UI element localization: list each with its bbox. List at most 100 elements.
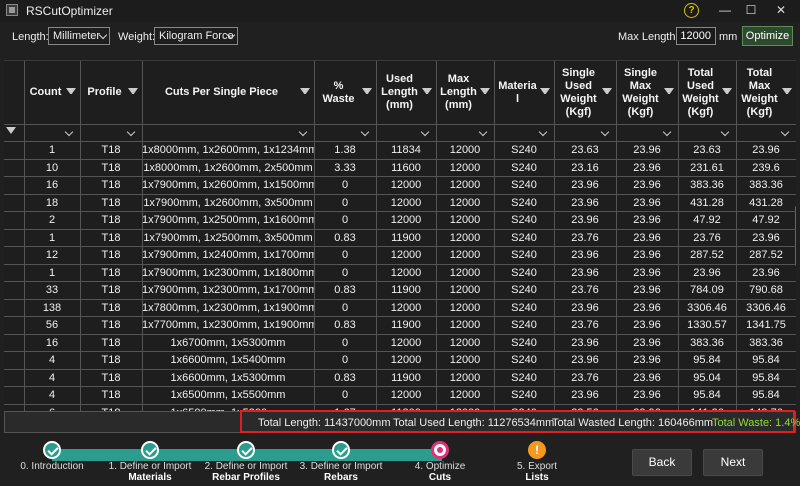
chevron-down-icon[interactable] [780,127,790,137]
results-table: Count Profile Cuts Per Single Piece % Waste… [4,60,796,411]
check-icon[interactable] [141,441,159,459]
cell-count: 4 [48,371,56,384]
cell-profile: T18 [101,144,121,156]
table-row[interactable]: 18 T18 1x7900mm, 1x2600mm, 3x500mm 0 12000 12… [4,195,796,213]
table-row[interactable]: 138 T18 1x7800mm, 1x2300mm, 1x1900mm 0 12000… [4,300,796,318]
step-label[interactable]: 4. Optimize Cuts [395,461,485,483]
vertical-scrollbar[interactable] [795,206,796,266]
table-row[interactable]: 33 T18 1x7900mm, 1x2300mm, 1x1700mm 0.83 119… [4,282,796,300]
table-row[interactable]: 1 T18 1x7900mm, 1x2500mm, 3x500mm 0.83 11900… [4,230,796,248]
column-header-count[interactable]: Count [25,61,80,124]
column-header-total-max-weight[interactable]: Total Max Weight (Kgf) [737,61,796,124]
table-row[interactable]: 4 T18 1x6500mm, 1x5500mm 0 12000 12000 S240 23.… [4,387,796,405]
step-subtitle: Materials [128,472,172,483]
cell-single-used-weight: 23.96 [571,354,599,366]
column-header-cuts[interactable]: Cuts Per Single Piece [143,61,314,124]
filter-icon[interactable] [540,88,550,100]
row-divider [4,333,796,335]
column-single-max-weight: Single Max Weight (Kgf) [616,61,678,411]
check-icon[interactable] [237,441,255,459]
table-row[interactable]: 16 T18 1x7900mm, 1x2600mm, 1x1500mm 0 12000 1… [4,177,796,195]
step-label[interactable]: 0. Introduction [7,461,97,472]
chevron-down-icon[interactable] [538,127,548,137]
table-row[interactable]: 6T181x6500mm, 1x5300mm1.671180012000S240… [4,405,796,412]
cell-profile: T18 [101,179,121,191]
column-header-profile[interactable]: Profile [81,61,142,124]
table-row[interactable]: 2 T18 1x7900mm, 1x2500mm, 1x1600mm 0 12000 12… [4,212,796,230]
filter-icon[interactable] [422,88,432,100]
cell-single-used-weight: 23.96 [571,336,599,349]
cell-max-length: 12000 [436,405,494,412]
table-row[interactable]: 56 T18 1x7700mm, 1x2300mm, 1x1900mm 0.83 119… [4,317,796,335]
check-icon[interactable] [332,441,350,459]
filter-icon[interactable] [66,88,76,100]
column-profile: Profile [80,61,142,411]
filter-icon[interactable] [722,88,732,100]
chevron-down-icon[interactable] [720,127,730,137]
table-row[interactable]: 1 T18 1x7900mm, 1x2300mm, 1x1800mm 0 12000 12… [4,265,796,283]
warning-icon[interactable]: ! [528,441,546,459]
minimize-button[interactable]: — [719,3,731,17]
cell-used-length: 12000 [390,354,422,366]
length-unit-value: Millimeter [53,30,101,42]
cell-count: 56 [45,319,59,331]
chevron-down-icon[interactable] [64,127,74,137]
cell-total-used-weight: 1330.57 [687,319,727,331]
max-length-input[interactable]: 12000 [676,27,716,45]
cell-used-length: 11900 [391,371,421,384]
chevron-down-icon[interactable] [420,127,430,137]
table-row[interactable]: 12 T18 1x7900mm, 1x2400mm, 1x1700mm 0 12000 1… [4,247,796,265]
filter-icon[interactable] [6,127,16,134]
column-header-single-max-weight[interactable]: Single Max Weight (Kgf) [617,61,678,124]
cell-single-max-weight: 23.96 [633,301,661,314]
filter-icon[interactable] [782,88,792,100]
filter-icon[interactable] [362,88,372,100]
column-header-total-used-weight[interactable]: Total Used Weight (Kgf) [679,61,736,124]
filter-icon[interactable] [128,88,138,100]
cell-waste: 0 [341,196,349,209]
filter-icon[interactable] [602,88,612,100]
close-button[interactable]: ✕ [775,3,787,17]
step-label[interactable]: 3. Define or Import Rebars [296,461,386,483]
step-label[interactable]: 1. Define or Import Materials [105,461,195,483]
step-label[interactable]: 2. Define or Import Rebar Profiles [201,461,291,483]
summary-highlight [240,410,795,433]
cell-total-used-weight: 431.28 [690,196,724,209]
table-row[interactable]: 4 T18 1x6600mm, 1x5400mm 0 12000 12000 S240 23.… [4,352,796,370]
cell-material: S240 [511,161,537,174]
filter-icon[interactable] [300,88,310,100]
table-row[interactable]: 10 T18 1x8000mm, 1x2600mm, 2x500mm 3.33 1160… [4,160,796,178]
back-button[interactable]: Back [632,449,692,476]
cell-total-max-weight: 3306.46 [746,301,786,314]
step-label[interactable]: 5. Export Lists [492,461,582,483]
length-unit-select[interactable]: Millimeter [48,27,110,45]
column-header-single-used-weight[interactable]: Single Used Weight (Kgf) [555,61,616,124]
chevron-down-icon[interactable] [600,127,610,137]
table-row[interactable]: 16 T18 1x6700mm, 1x5300mm 0 12000 12000 S240 23… [4,335,796,353]
help-icon[interactable]: ? [684,3,699,18]
chevron-down-icon[interactable] [360,127,370,137]
column-header-max-length[interactable]: Max Length (mm) [437,61,494,124]
chevron-down-icon[interactable] [298,127,308,137]
cell-used-length: 12000 [390,179,422,191]
cell-single-max-weight: 23.96 [633,214,661,226]
filter-icon[interactable] [480,88,490,100]
optimize-button[interactable]: Optimize [742,26,793,46]
chevron-down-icon[interactable] [662,127,672,137]
cell-material: S240 [511,336,537,349]
column-header-waste[interactable]: % Waste [315,61,376,124]
chevron-down-icon[interactable] [478,127,488,137]
check-icon[interactable] [43,441,61,459]
filter-icon[interactable] [664,88,674,100]
column-header-used-length[interactable]: Used Length (mm) [377,61,436,124]
chevron-down-icon[interactable] [126,127,136,137]
maximize-button[interactable]: ☐ [745,3,757,17]
weight-unit-select[interactable]: Kilogram Force [154,27,238,45]
table-row[interactable]: 4 T18 1x6600mm, 1x5300mm 0.83 11900 12000 S240… [4,370,796,388]
current-step-icon[interactable] [431,441,449,459]
next-button[interactable]: Next [703,449,763,476]
table-row[interactable]: 1 T18 1x8000mm, 1x2600mm, 1x1234mm 1.38 1183… [4,142,796,160]
column-header-material[interactable]: Materia l [495,61,554,124]
column-max-length: Max Length (mm) [436,61,494,411]
cell-waste: 0.83 [334,284,356,296]
